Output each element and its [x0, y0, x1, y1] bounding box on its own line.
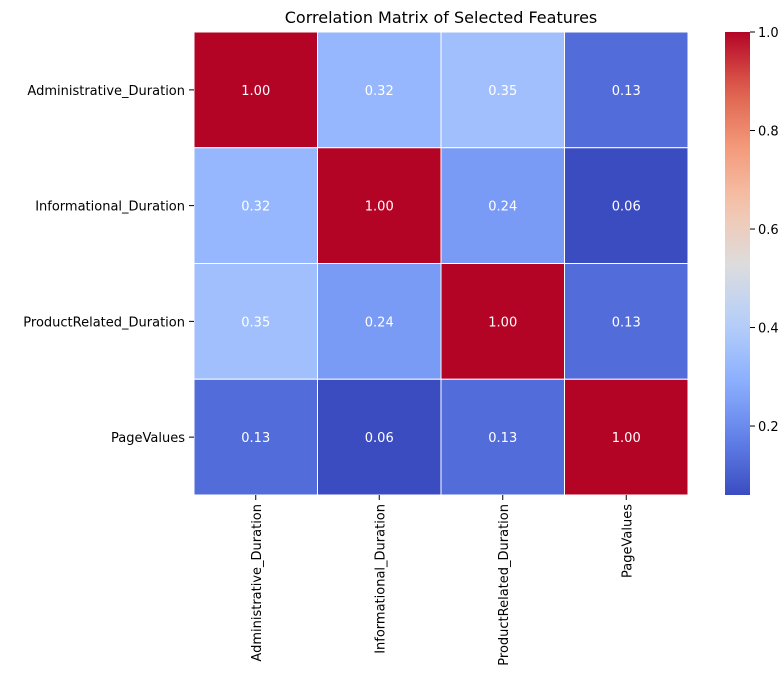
cell-value-label: 0.24: [365, 315, 394, 330]
heatmap-cell: [317, 31, 442, 149]
colorbar-tick-label: 0.8: [758, 125, 779, 140]
cell-annotations: 1.00 0.32 0.35 0.13 0.32 1.00 0.24 0.06 0.35 0.24…: [241, 84, 640, 446]
cell-value-label: 0.13: [241, 431, 270, 446]
colorbar: 0.2 0.4 0.6 0.8 1.0: [725, 26, 779, 495]
cell-value-label: 0.24: [488, 200, 517, 215]
y-tick-labels: Administrative_Duration Informational_Dur…: [23, 84, 194, 446]
heatmap-cell: [317, 263, 442, 380]
heatmap-cell: [564, 378, 689, 496]
heatmap-cell: [193, 31, 318, 149]
heatmap-cell: [564, 147, 689, 264]
y-tick-label: ProductRelated_Duration: [23, 315, 185, 330]
cell-value-label: 1.00: [488, 315, 517, 330]
x-tick-label: ProductRelated_Duration: [497, 504, 512, 666]
y-tick-label: Administrative_Duration: [27, 84, 185, 99]
cell-value-label: 0.35: [488, 84, 517, 99]
heatmap-cell: [564, 263, 689, 380]
x-tick-label: PageValues: [620, 504, 635, 578]
cell-value-label: 0.35: [241, 315, 270, 330]
heatmap-cell: [317, 378, 442, 496]
x-tick-label: Administrative_Duration: [250, 504, 265, 662]
cell-value-label: 1.00: [612, 431, 641, 446]
cell-value-label: 0.13: [612, 315, 641, 330]
colorbar-tick-label: 0.6: [758, 223, 779, 238]
cell-value-label: 0.06: [365, 431, 394, 446]
colorbar-gradient: [725, 32, 750, 495]
heatmap-cells: [193, 31, 689, 496]
heatmap-cell: [193, 378, 318, 496]
x-tick-labels: Administrative_Duration Informational_Dur…: [250, 495, 635, 666]
cell-value-label: 1.00: [365, 200, 394, 215]
cell-value-label: 0.06: [612, 200, 641, 215]
cell-value-label: 0.13: [612, 84, 641, 99]
y-tick-label: PageValues: [111, 431, 185, 446]
x-tick-label: Informational_Duration: [373, 504, 388, 654]
cell-value-label: 0.32: [365, 84, 394, 99]
chart-title: Correlation Matrix of Selected Features: [285, 8, 598, 27]
colorbar-tick-label: 0.4: [758, 322, 779, 337]
cell-value-label: 1.00: [241, 84, 270, 99]
heatmap-cell: [317, 147, 442, 264]
cell-value-label: 0.32: [241, 200, 270, 215]
heatmap-cell: [440, 31, 565, 149]
heatmap-cell: [193, 147, 318, 264]
heatmap-cell: [440, 378, 565, 496]
y-tick-label: Informational_Duration: [35, 200, 185, 215]
colorbar-tick-label: 1.0: [758, 26, 779, 41]
cell-value-label: 0.13: [488, 431, 517, 446]
colorbar-tick-label: 0.2: [758, 420, 779, 435]
heatmap-cell: [564, 31, 689, 149]
